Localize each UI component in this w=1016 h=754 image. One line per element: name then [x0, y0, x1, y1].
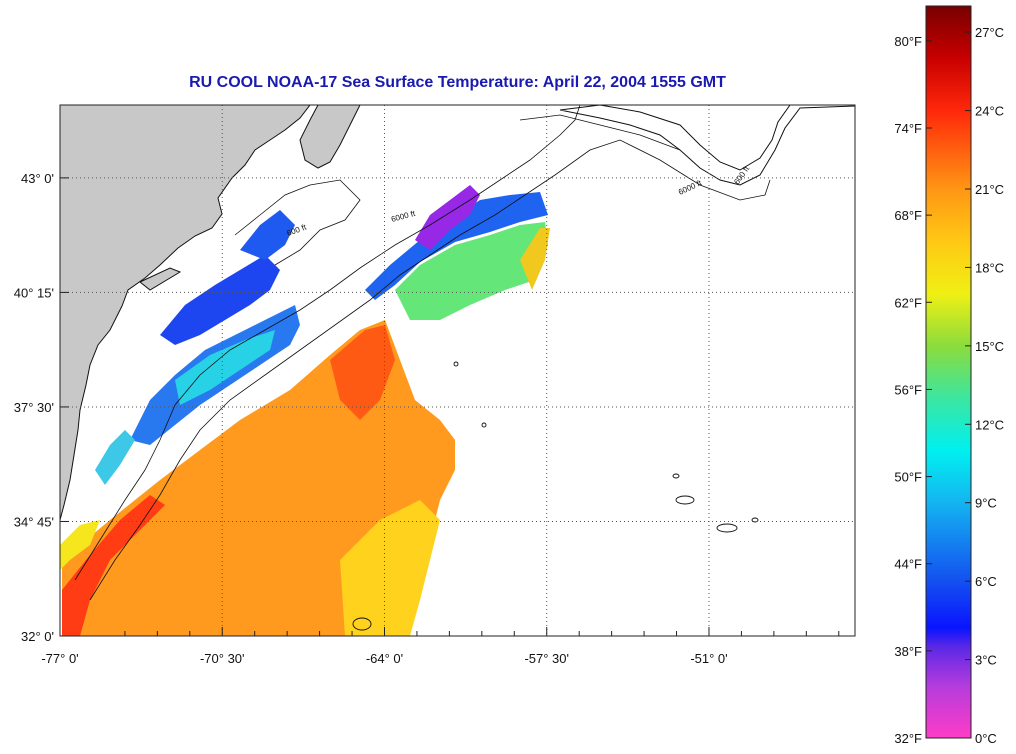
colorbar-label-f-8: 80°F: [894, 34, 922, 49]
sst-patch-purple-cold: [415, 185, 480, 250]
seamount-7: [453, 361, 459, 367]
contour-6000ft: [89, 139, 771, 601]
bathymetry-contours: [74, 105, 771, 601]
seamount-6: [352, 617, 372, 631]
colorbar-label-f-6: 68°F: [894, 208, 922, 223]
colorbar-label-c-8: 24°C: [975, 104, 1004, 119]
colorbar-label-f-0: 32°F: [894, 731, 922, 746]
contour-newfoundland: [519, 114, 681, 151]
colorbar-gradient: [925, 5, 972, 739]
sst-patch-yellow-coast: [60, 520, 100, 570]
colorbar-label-c-1: 3°C: [975, 653, 997, 668]
lat-tick-label-0: 32° 0': [21, 629, 54, 644]
lon-tick-label-4: -51° 0': [690, 651, 727, 666]
contour-600ft: [74, 105, 581, 581]
colorbar-label-c-3: 9°C: [975, 496, 997, 511]
lon-tick-label-1: -70° 30': [200, 651, 245, 666]
colorbar: 32°F 38°F 44°F 50°F 56°F 62°F 68°F 74°F 80°F 0°C…: [894, 5, 1004, 746]
lon-tick-label-3: -57° 30': [524, 651, 569, 666]
colorbar-celsius-labels: 0°C 3°C 6°C 9°C 12°C 15°C 18°C 21°C 24°C 27°C: [975, 25, 1004, 746]
sst-data-layer: [60, 185, 550, 636]
north-america-land: [60, 105, 311, 521]
sst-patch-red-east: [330, 325, 395, 420]
colorbar-label-c-7: 21°C: [975, 182, 1004, 197]
colorbar-label-c-0: 0°C: [975, 731, 997, 746]
map-title: RU COOL NOAA-17 Sea Surface Temperature:…: [189, 74, 726, 91]
colorbar-label-c-6: 18°C: [975, 260, 1004, 275]
lat-tick-label-4: 43° 0': [21, 171, 54, 186]
sst-patch-cyan-slope: [175, 330, 275, 405]
map-frame: [59, 104, 856, 637]
sst-patch-blue-gulf-maine: [160, 255, 280, 345]
seamount-2: [716, 523, 738, 533]
lon-tick-label-2: -64° 0': [366, 651, 403, 666]
map-grid: [60, 105, 855, 636]
colorbar-label-f-7: 74°F: [894, 121, 922, 136]
sst-patch-red-core: [62, 495, 165, 636]
colorbar-fahrenheit-labels: 32°F 38°F 44°F 50°F 56°F 62°F 68°F 74°F 80°F: [894, 34, 922, 746]
colorbar-label-c-2: 6°C: [975, 574, 997, 589]
latitude-tick-labels: 32° 0' 34° 45' 37° 30' 40° 15' 43° 0': [14, 171, 54, 644]
sst-patch-green-slope: [395, 222, 548, 320]
sst-patch-blue-scotian: [365, 192, 548, 300]
seamount-4: [751, 517, 759, 523]
sst-patch-blue-north: [240, 210, 295, 260]
land-layer: [60, 105, 855, 521]
maritime-land: [299, 105, 361, 169]
seamount-outlines: [352, 361, 759, 631]
contour-maine-inner: [234, 179, 361, 266]
sst-patch-yellow-south: [340, 500, 440, 636]
colorbar-label-c-5: 15°C: [975, 339, 1004, 354]
lat-tick-label-2: 37° 30': [14, 400, 54, 415]
long-island-land: [139, 267, 182, 291]
lat-tick-label-3: 40° 15': [14, 285, 54, 300]
colorbar-label-f-4: 56°F: [894, 382, 922, 397]
colorbar-label-c-9: 27°C: [975, 25, 1004, 40]
seamount-1: [675, 495, 695, 505]
colorbar-label-f-5: 62°F: [894, 295, 922, 310]
colorbar-label-f-3: 50°F: [894, 470, 922, 485]
lat-tick-label-1: 34° 45': [14, 514, 54, 529]
axis-ticks: [59, 177, 840, 637]
colorbar-label-f-1: 38°F: [894, 644, 922, 659]
longitude-tick-labels: -77° 0' -70° 30' -64° 0' -57° 30' -51° 0': [41, 651, 727, 666]
colorbar-label-c-4: 12°C: [975, 417, 1004, 432]
sst-patch-yellow-east: [520, 228, 550, 290]
seamount-3: [672, 473, 680, 479]
seamount-5: [481, 422, 487, 428]
colorbar-label-f-2: 44°F: [894, 557, 922, 572]
sst-patch-cyan-south-coast: [95, 430, 135, 485]
lon-tick-label-0: -77° 0': [41, 651, 78, 666]
